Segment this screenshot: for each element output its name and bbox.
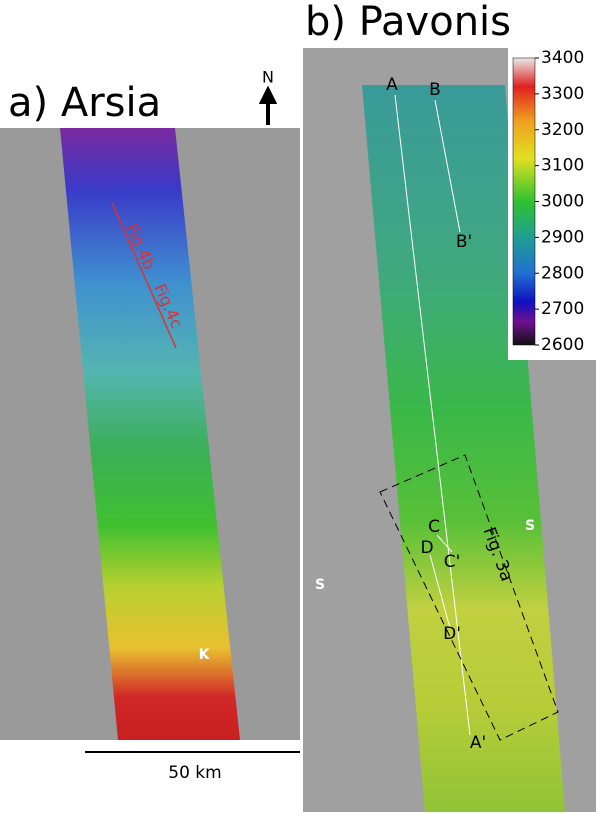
profile-label: B [429,80,441,100]
figure-box [379,454,559,741]
profile-label: D [420,538,433,558]
colorbar [512,57,536,346]
colorbar-tick-label: 3000 [541,192,584,212]
profile-label: D' [443,624,461,644]
panel-a: a) Arsia N Fig.4b Fig.4c K 50 km [0,68,300,783]
elevation-strip [60,128,240,740]
profile-label: C [428,517,440,537]
profile-label: C' [444,552,461,572]
annotation: S [315,577,325,593]
north-label: N [262,68,274,87]
profile-label: A' [470,733,486,753]
panel-label: a) Arsia [8,80,161,126]
colorbar-tick-label: 2600 [541,335,584,355]
panel-b: b) Pavonis A A' B B' C C' D D' Fig. 3a S… [303,0,596,812]
profile-label: A [386,75,398,95]
colorbar-tick-label: 2800 [541,263,584,283]
profile-line [111,202,177,349]
colorbar-tick-label: 3100 [541,156,584,176]
colorbar-tick-label: 3400 [541,48,584,68]
colorbar-tick-label: 3300 [541,84,584,104]
profile-label: B' [456,232,472,252]
colorbar-tick-label: 3200 [541,120,584,140]
north-arrow [258,85,278,125]
profile-lines [394,94,471,736]
panel-label: b) Pavonis [305,0,511,45]
colorbar-tick-label: 2900 [541,227,584,247]
colorbar-tick-label: 2700 [541,299,584,319]
annotation: S [525,518,535,534]
scale-label: 50 km [168,763,221,783]
annotation: K [199,647,211,663]
